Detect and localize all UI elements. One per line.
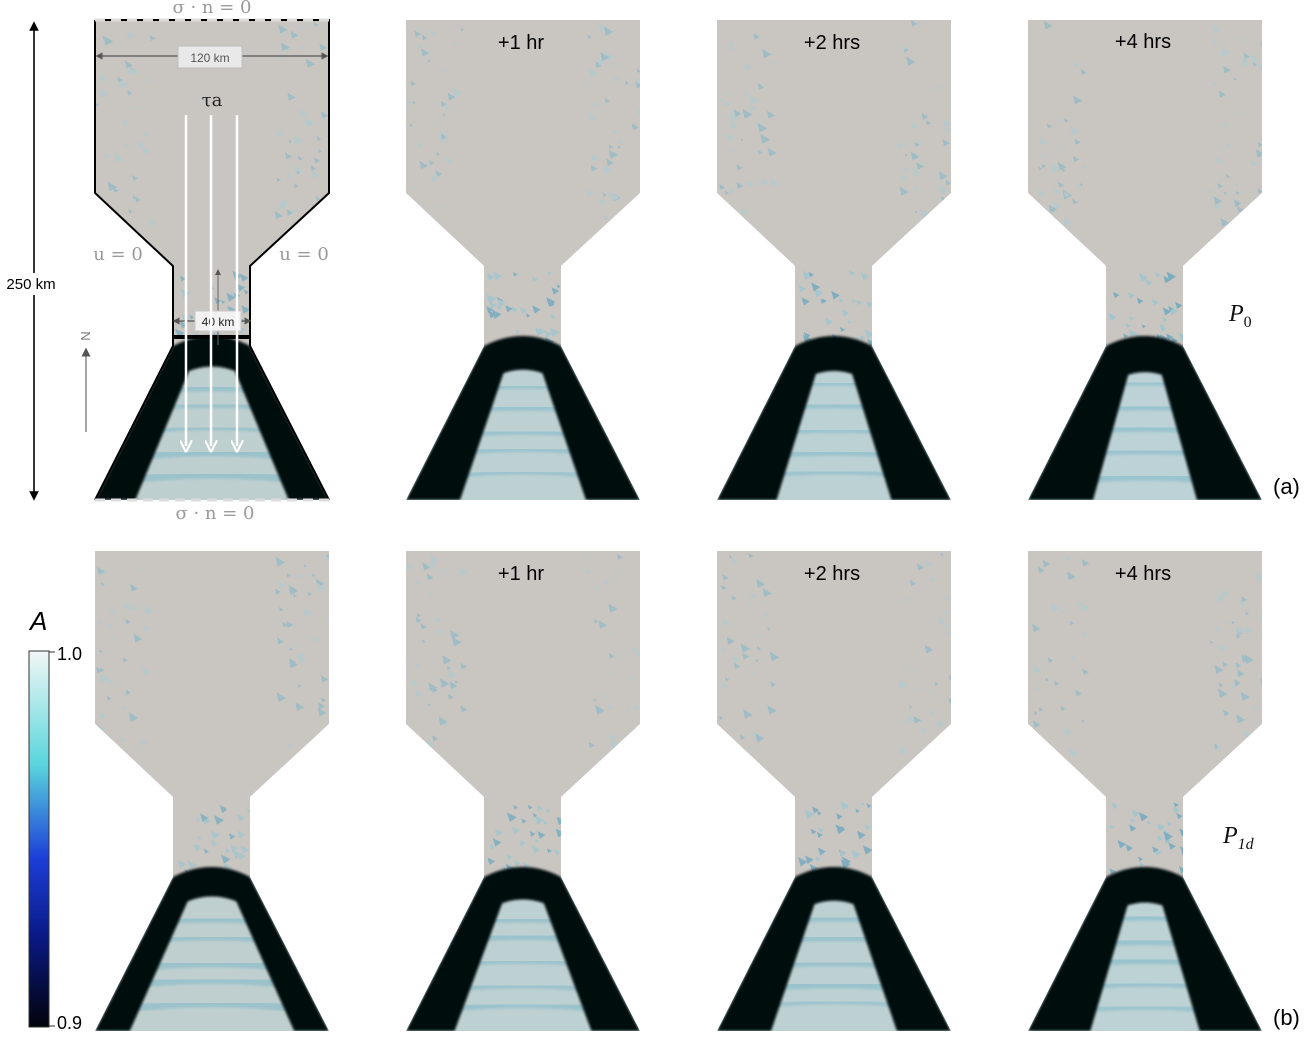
colorbar-gradient xyxy=(28,650,50,1028)
colorbar-label: A xyxy=(28,606,47,636)
neck-label: 40 km xyxy=(202,315,235,329)
scheme-subscript: 1d xyxy=(1238,836,1255,853)
column-title: +1 hr xyxy=(498,32,544,54)
domain-panel-b-2 xyxy=(406,551,640,1031)
domain-panel-a-3 xyxy=(717,20,951,500)
domain-panel-a-4 xyxy=(1028,20,1262,500)
colorbar-min-label: 0.9 xyxy=(57,1013,82,1033)
column-titles-row-a: +1 hr +2 hrs +4 hrs xyxy=(498,31,1171,54)
column-title: +4 hrs xyxy=(1115,563,1171,585)
column-titles-row-b: +1 hr +2 hrs +4 hrs xyxy=(498,563,1171,585)
height-label-bg xyxy=(2,273,62,295)
north-label: N xyxy=(78,331,93,340)
height-label: 250 km xyxy=(6,276,55,293)
row-label-b: P1d (b) xyxy=(1222,823,1300,1030)
top-boundary-condition: σ · n = 0 xyxy=(172,0,251,18)
colorbar: A 1.0 0.9 xyxy=(28,606,82,1033)
scheme-main: P xyxy=(1228,301,1244,327)
domain-panel-b-3 xyxy=(717,551,951,1031)
width-label-box xyxy=(177,45,243,69)
right-boundary-condition: u = 0 xyxy=(279,244,329,265)
neck-label-box xyxy=(194,310,242,332)
domain-panel-b-1 xyxy=(95,551,329,1031)
domain-panel-b-4 xyxy=(1028,551,1262,1031)
row-label-a: P0 (a) xyxy=(1228,301,1300,499)
column-title: +2 hrs xyxy=(804,563,860,585)
width-label: 120 km xyxy=(190,51,229,65)
wind-stress-label: τa xyxy=(202,90,223,111)
wind-arrows xyxy=(186,115,237,446)
domain-panel-a-2 xyxy=(406,20,640,500)
colorbar-max-label: 1.0 xyxy=(57,644,82,664)
scheme-subscript: 0 xyxy=(1244,314,1252,331)
scheme-main: P xyxy=(1222,823,1238,849)
bottom-boundary-condition: σ · n = 0 xyxy=(175,503,254,524)
column-title: +1 hr xyxy=(498,563,544,585)
column-title: +2 hrs xyxy=(804,32,860,54)
row-letter: (a) xyxy=(1273,474,1300,499)
domain-setup-annotations: σ · n = 0 σ · n = 0 u = 0 u = 0 120 km 4… xyxy=(2,0,330,524)
column-title: +4 hrs xyxy=(1115,31,1171,53)
panel-grid xyxy=(95,20,1262,1031)
row-letter: (b) xyxy=(1273,1005,1300,1030)
left-boundary-condition: u = 0 xyxy=(93,244,143,265)
scheme-label: P0 xyxy=(1228,301,1252,331)
scheme-label: P1d xyxy=(1222,823,1255,853)
